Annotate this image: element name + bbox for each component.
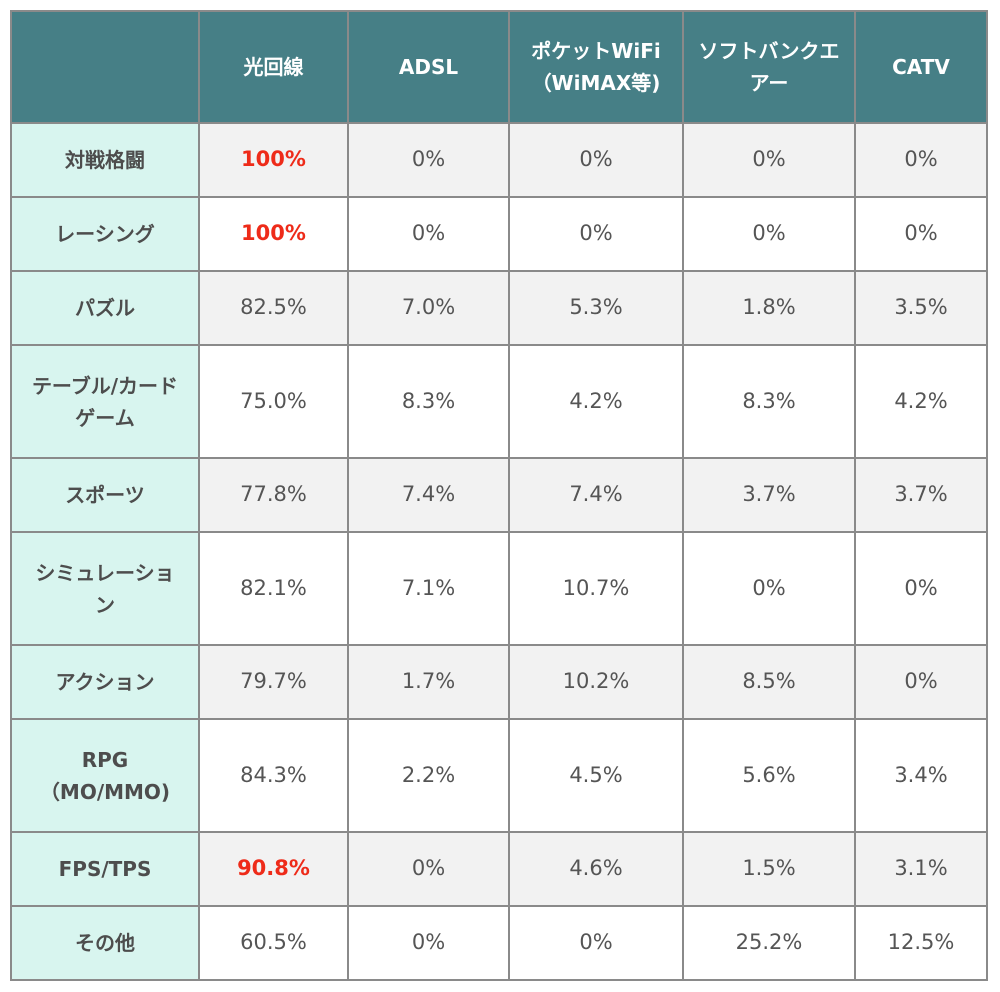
cell-pocket-wifi: 4.5% bbox=[508, 718, 684, 833]
row-label: テーブル/カード ゲーム bbox=[10, 344, 200, 459]
cell-hikari: 82.5% bbox=[198, 270, 349, 346]
cell-adsl: 7.0% bbox=[347, 270, 510, 346]
cell-softbank-air: 25.2% bbox=[682, 905, 856, 981]
cell-hikari: 77.8% bbox=[198, 457, 349, 533]
cell-adsl: 8.3% bbox=[347, 344, 510, 459]
cell-catv: 0% bbox=[854, 644, 988, 720]
table-row: スポーツ 77.8% 7.4% 7.4% 3.7% 3.7% bbox=[10, 457, 988, 533]
row-label-line2: ン bbox=[95, 592, 115, 617]
row-label-line1: シミュレーショ bbox=[35, 560, 175, 585]
row-label: スポーツ bbox=[10, 457, 200, 533]
cell-hikari: 79.7% bbox=[198, 644, 349, 720]
cell-adsl: 7.1% bbox=[347, 531, 510, 646]
header-hikari: 光回線 bbox=[198, 10, 349, 124]
row-label: 対戦格闘 bbox=[10, 122, 200, 198]
row-label: アクション bbox=[10, 644, 200, 720]
cell-softbank-air: 0% bbox=[682, 122, 856, 198]
row-label-line1: テーブル/カード bbox=[31, 373, 179, 398]
row-label: パズル bbox=[10, 270, 200, 346]
row-label: シミュレーション bbox=[10, 531, 200, 646]
cell-catv: 0% bbox=[854, 122, 988, 198]
cell-softbank-air: 1.5% bbox=[682, 831, 856, 907]
cell-catv: 4.2% bbox=[854, 344, 988, 459]
header-row: 光回線 ADSL ポケットWiFi （WiMAX等) ソフトバンクエ アー CATV bbox=[10, 10, 988, 124]
cell-adsl: 0% bbox=[347, 196, 510, 272]
table-row: その他 60.5% 0% 0% 25.2% 12.5% bbox=[10, 905, 988, 981]
header-softbank-air-line1: ソフトバンクエ bbox=[698, 39, 840, 63]
header-pocket-wifi-line2: （WiMAX等) bbox=[531, 71, 661, 95]
row-label: レーシング bbox=[10, 196, 200, 272]
header-corner bbox=[10, 10, 200, 124]
table-row: アクション 79.7% 1.7% 10.2% 8.5% 0% bbox=[10, 644, 988, 720]
cell-catv: 12.5% bbox=[854, 905, 988, 981]
cell-softbank-air: 1.8% bbox=[682, 270, 856, 346]
cell-softbank-air: 3.7% bbox=[682, 457, 856, 533]
cell-hikari: 100% bbox=[198, 196, 349, 272]
cell-hikari: 90.8% bbox=[198, 831, 349, 907]
cell-adsl: 0% bbox=[347, 122, 510, 198]
row-label-line2: ゲーム bbox=[75, 405, 135, 430]
header-adsl: ADSL bbox=[347, 10, 510, 124]
cell-pocket-wifi: 7.4% bbox=[508, 457, 684, 533]
row-label-line2: （MO/MMO) bbox=[39, 779, 171, 804]
cell-pocket-wifi: 4.6% bbox=[508, 831, 684, 907]
cell-hikari: 75.0% bbox=[198, 344, 349, 459]
cell-pocket-wifi: 4.2% bbox=[508, 344, 684, 459]
table-row: テーブル/カード ゲーム 75.0% 8.3% 4.2% 8.3% 4.2% bbox=[10, 344, 988, 459]
row-label: その他 bbox=[10, 905, 200, 981]
cell-pocket-wifi: 0% bbox=[508, 122, 684, 198]
cell-pocket-wifi: 5.3% bbox=[508, 270, 684, 346]
comparison-table: 光回線 ADSL ポケットWiFi （WiMAX等) ソフトバンクエ アー CATV… bbox=[10, 10, 988, 981]
table-row: RPG （MO/MMO) 84.3% 2.2% 4.5% 5.6% 3.4% bbox=[10, 718, 988, 833]
table-row: FPS/TPS 90.8% 0% 4.6% 1.5% 3.1% bbox=[10, 831, 988, 907]
table-row: 対戦格闘 100% 0% 0% 0% 0% bbox=[10, 122, 988, 198]
cell-adsl: 2.2% bbox=[347, 718, 510, 833]
cell-catv: 3.7% bbox=[854, 457, 988, 533]
cell-pocket-wifi: 0% bbox=[508, 905, 684, 981]
cell-catv: 3.5% bbox=[854, 270, 988, 346]
cell-catv: 0% bbox=[854, 531, 988, 646]
cell-hikari: 84.3% bbox=[198, 718, 349, 833]
cell-softbank-air: 8.5% bbox=[682, 644, 856, 720]
row-label: RPG （MO/MMO) bbox=[10, 718, 200, 833]
cell-adsl: 7.4% bbox=[347, 457, 510, 533]
cell-adsl: 0% bbox=[347, 831, 510, 907]
cell-catv: 3.1% bbox=[854, 831, 988, 907]
header-pocket-wifi-line1: ポケットWiFi bbox=[531, 39, 661, 63]
header-softbank-air: ソフトバンクエ アー bbox=[682, 10, 856, 124]
cell-hikari: 82.1% bbox=[198, 531, 349, 646]
header-pocket-wifi: ポケットWiFi （WiMAX等) bbox=[508, 10, 684, 124]
cell-pocket-wifi: 10.7% bbox=[508, 531, 684, 646]
cell-softbank-air: 0% bbox=[682, 196, 856, 272]
cell-catv: 0% bbox=[854, 196, 988, 272]
cell-hikari: 100% bbox=[198, 122, 349, 198]
row-label: FPS/TPS bbox=[10, 831, 200, 907]
cell-pocket-wifi: 0% bbox=[508, 196, 684, 272]
table-row: レーシング 100% 0% 0% 0% 0% bbox=[10, 196, 988, 272]
cell-pocket-wifi: 10.2% bbox=[508, 644, 684, 720]
table-row: シミュレーション 82.1% 7.1% 10.7% 0% 0% bbox=[10, 531, 988, 646]
header-catv: CATV bbox=[854, 10, 988, 124]
cell-hikari: 60.5% bbox=[198, 905, 349, 981]
row-label-line1: RPG bbox=[81, 747, 129, 772]
cell-softbank-air: 5.6% bbox=[682, 718, 856, 833]
cell-softbank-air: 8.3% bbox=[682, 344, 856, 459]
header-softbank-air-line2: アー bbox=[749, 71, 789, 95]
cell-softbank-air: 0% bbox=[682, 531, 856, 646]
cell-adsl: 0% bbox=[347, 905, 510, 981]
cell-catv: 3.4% bbox=[854, 718, 988, 833]
cell-adsl: 1.7% bbox=[347, 644, 510, 720]
table-row: パズル 82.5% 7.0% 5.3% 1.8% 3.5% bbox=[10, 270, 988, 346]
